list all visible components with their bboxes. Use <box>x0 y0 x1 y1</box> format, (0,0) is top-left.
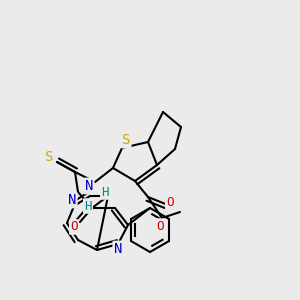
Text: H: H <box>84 200 92 212</box>
Text: S: S <box>122 133 130 147</box>
Text: O: O <box>156 220 164 232</box>
Text: H: H <box>101 185 109 199</box>
Text: N: N <box>85 179 93 193</box>
Text: O: O <box>70 220 78 233</box>
Text: N: N <box>68 193 76 207</box>
Text: O: O <box>166 196 174 209</box>
Text: S: S <box>45 150 53 164</box>
Text: N: N <box>114 242 122 256</box>
